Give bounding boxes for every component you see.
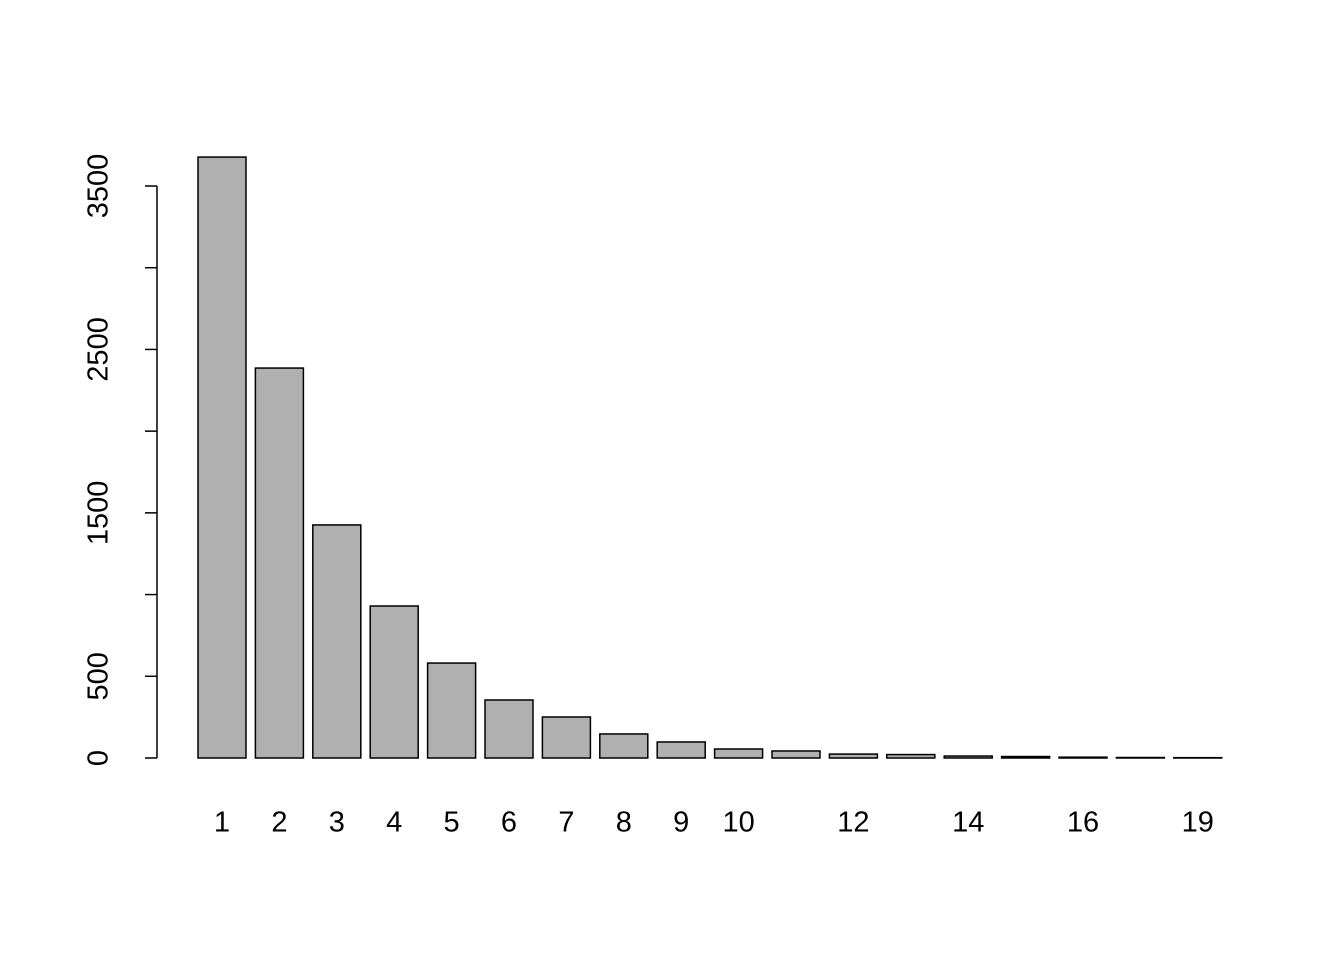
x-tick-label: 6 [501, 807, 517, 839]
y-tick-label: 500 [83, 652, 115, 700]
bar [254, 367, 305, 759]
x-tick-label: 8 [616, 807, 632, 839]
x-tick-label: 16 [1067, 807, 1099, 839]
bar [541, 716, 592, 759]
bar [599, 733, 649, 759]
x-tick-label: 7 [558, 807, 574, 839]
bar [426, 662, 477, 759]
y-tick-label: 2500 [83, 317, 115, 382]
bar [828, 753, 879, 759]
bar [1000, 755, 1051, 759]
bar [771, 750, 821, 759]
bar [1058, 756, 1108, 759]
x-tick-label: 14 [952, 807, 984, 839]
x-tick-label: 9 [673, 807, 689, 839]
x-tick-label: 10 [722, 807, 754, 839]
x-tick-label: 12 [837, 807, 869, 839]
bar [369, 605, 419, 759]
x-tick-label: 4 [386, 807, 402, 839]
x-tick-label: 3 [329, 807, 345, 839]
bar [713, 748, 764, 759]
x-tick-label: 19 [1182, 807, 1214, 839]
bar [197, 156, 247, 759]
x-tick-label: 2 [271, 807, 287, 839]
x-tick-label: 5 [444, 807, 460, 839]
x-tick-label: 1 [214, 807, 230, 839]
y-tick-label: 1500 [83, 481, 115, 546]
bar [312, 524, 362, 759]
bar [943, 755, 993, 759]
bar [886, 753, 936, 759]
y-tick-label: 0 [83, 750, 115, 766]
bar [484, 699, 534, 759]
bar [656, 741, 706, 759]
y-tick-label: 3500 [83, 154, 115, 219]
